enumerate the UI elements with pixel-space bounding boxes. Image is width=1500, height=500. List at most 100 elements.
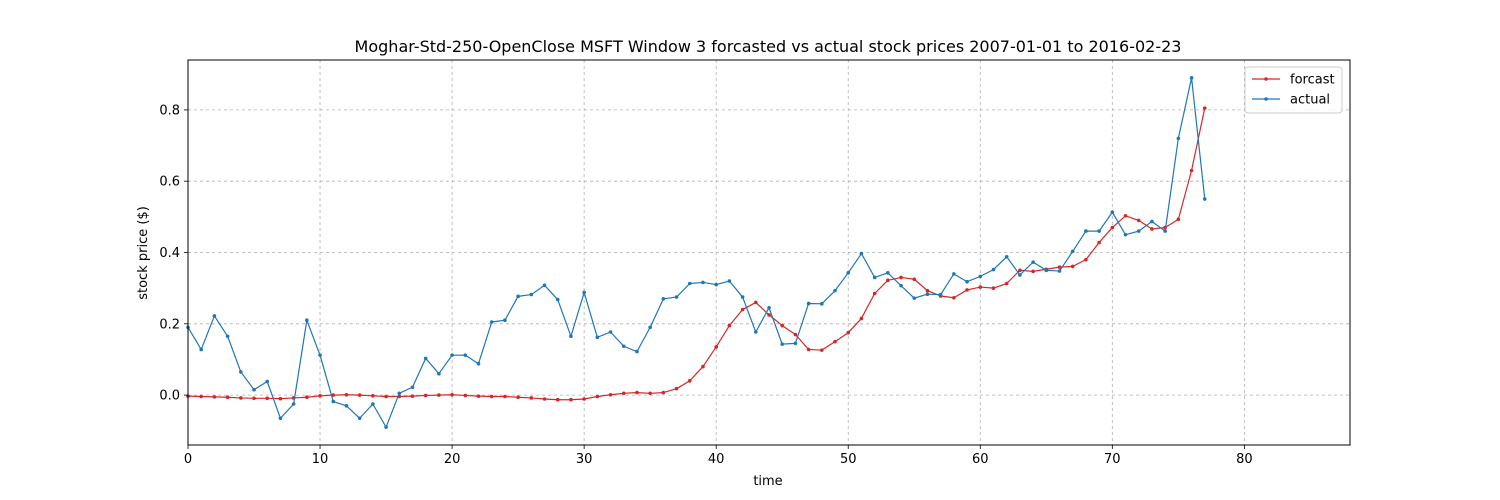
data-point-actual: [687, 281, 692, 286]
data-point-actual: [516, 294, 520, 299]
data-point-forcast: [555, 397, 560, 402]
data-point-forcast: [503, 394, 507, 399]
data-point-actual: [608, 330, 613, 334]
data-point-actual: [1110, 210, 1115, 215]
data-point-forcast: [344, 392, 349, 397]
data-point-forcast: [225, 395, 230, 400]
data-point-forcast: [318, 394, 322, 398]
data-point-forcast: [331, 393, 336, 397]
x-tick-label: 30: [576, 452, 593, 467]
data-point-forcast: [1057, 265, 1062, 269]
data-point-forcast: [1136, 218, 1141, 223]
data-point-forcast: [899, 275, 903, 280]
legend-entry-actual: actual: [1252, 93, 1330, 108]
data-point-forcast: [476, 394, 481, 398]
data-point-actual: [820, 302, 824, 306]
data-point-actual: [410, 385, 415, 390]
data-point-actual: [754, 330, 758, 334]
data-point-actual: [595, 335, 600, 340]
data-point-forcast: [212, 395, 217, 399]
data-point-forcast: [1189, 168, 1194, 173]
data-point-actual: [252, 387, 256, 392]
data-point-forcast: [767, 313, 771, 317]
data-point-actual: [767, 305, 771, 310]
data-point-forcast: [978, 285, 983, 289]
data-point-forcast: [820, 348, 824, 352]
legend-marker-actual: [1264, 97, 1268, 101]
data-point-actual: [1176, 136, 1181, 141]
y-axis-label: stock price ($): [136, 206, 151, 300]
data-point-forcast: [780, 323, 784, 328]
x-tick-label: 10: [312, 452, 329, 467]
data-point-actual: [701, 280, 705, 285]
grid: [187, 60, 1350, 445]
data-point-actual: [1123, 232, 1128, 237]
x-tick-label: 50: [840, 452, 857, 467]
data-point-actual: [912, 296, 917, 300]
data-point-forcast: [793, 332, 798, 337]
data-point-forcast: [740, 307, 745, 312]
series-line-forcast: [187, 108, 1206, 401]
data-point-forcast: [199, 394, 203, 399]
data-point-forcast: [965, 288, 969, 292]
data-point-actual: [674, 295, 679, 299]
data-point-forcast: [1097, 240, 1101, 245]
y-tick-label: 0.4: [159, 246, 180, 261]
data-point-forcast: [991, 286, 996, 290]
data-point-forcast: [648, 391, 652, 396]
data-point-actual: [727, 279, 732, 283]
y-tick-label: 0.8: [159, 103, 180, 118]
data-point-forcast: [1123, 213, 1128, 218]
data-point-actual: [463, 353, 468, 357]
data-point-actual: [529, 292, 534, 297]
data-point-forcast: [872, 291, 877, 296]
data-point-actual: [661, 297, 666, 301]
data-point-forcast: [423, 393, 428, 398]
data-point-forcast: [463, 393, 468, 398]
data-point-forcast: [437, 393, 441, 397]
data-point-forcast: [1018, 268, 1022, 273]
data-point-forcast: [595, 394, 600, 399]
data-point-forcast: [410, 394, 415, 398]
data-point-actual: [859, 251, 864, 256]
data-point-forcast: [727, 323, 732, 328]
data-point-forcast: [529, 396, 534, 400]
data-point-forcast: [701, 364, 705, 369]
x-tick-label: 80: [1236, 452, 1253, 467]
data-point-actual: [291, 402, 296, 406]
data-point-actual: [1202, 197, 1207, 201]
data-point-forcast: [1084, 257, 1088, 262]
data-point-forcast: [833, 339, 837, 344]
legend: forcast actual: [1244, 66, 1343, 114]
data-point-actual: [239, 370, 243, 374]
data-point-actual: [1044, 268, 1049, 273]
data-point-actual: [1189, 76, 1194, 80]
data-point-forcast: [859, 316, 864, 321]
data-point-actual: [780, 342, 784, 346]
y-tick-label: 0.0: [159, 389, 180, 404]
data-point-actual: [305, 318, 309, 323]
chart-title: Moghar-Std-250-OpenClose MSFT Window 3 f…: [355, 37, 1182, 56]
y-tick-label: 0.6: [159, 175, 180, 190]
data-point-actual: [503, 318, 507, 323]
data-point-actual: [397, 391, 402, 396]
data-point-forcast: [687, 379, 692, 383]
legend-marker-forcast: [1264, 77, 1268, 81]
data-point-actual: [648, 325, 652, 330]
data-point-actual: [476, 361, 481, 366]
data-point-forcast: [674, 386, 679, 391]
legend-label-forcast: forcast: [1290, 73, 1335, 88]
data-point-actual: [978, 274, 983, 279]
data-point-forcast: [846, 330, 851, 335]
y-tick-label: 0.2: [159, 317, 180, 332]
data-point-actual: [621, 344, 626, 349]
data-point-actual: [582, 290, 586, 295]
x-tick-label: 0: [184, 452, 192, 467]
data-point-actual: [714, 282, 718, 287]
data-point-actual: [872, 275, 877, 280]
data-point-actual: [846, 271, 851, 275]
data-point-forcast: [1031, 269, 1035, 274]
x-tick-label: 20: [444, 452, 461, 467]
data-point-forcast: [305, 395, 309, 400]
data-point-actual: [265, 379, 270, 384]
